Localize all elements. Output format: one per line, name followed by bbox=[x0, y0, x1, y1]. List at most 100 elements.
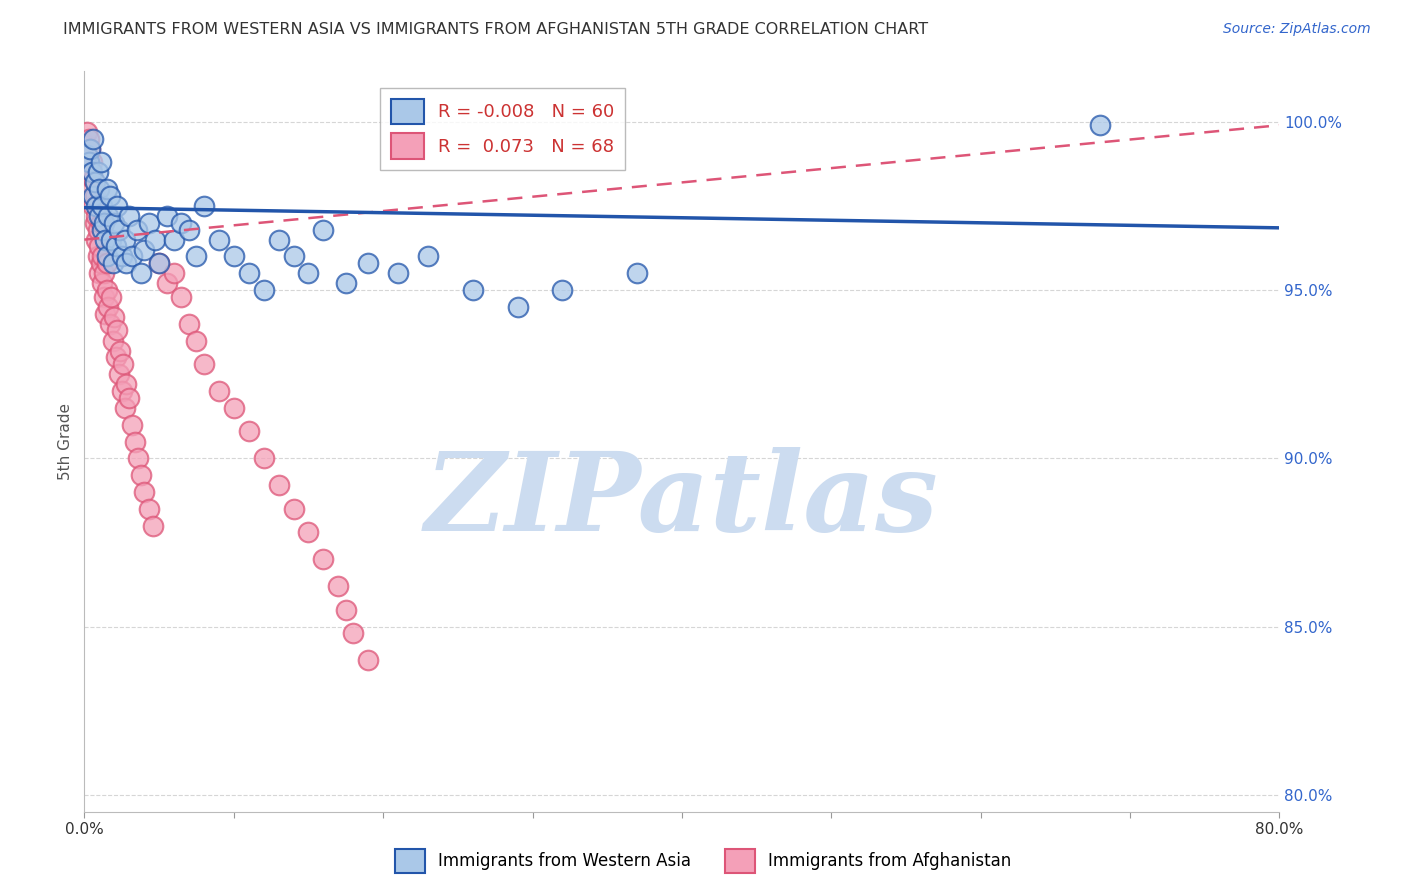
Point bbox=[626, 266, 648, 280]
Point bbox=[79, 165, 101, 179]
Point bbox=[132, 243, 156, 257]
Point bbox=[170, 216, 193, 230]
Point bbox=[170, 290, 193, 304]
Point bbox=[186, 249, 208, 263]
Point bbox=[77, 155, 100, 169]
Point bbox=[79, 142, 101, 156]
Point bbox=[90, 256, 112, 270]
Point bbox=[107, 368, 129, 382]
Point bbox=[193, 357, 215, 371]
Point bbox=[132, 485, 156, 500]
Point bbox=[283, 249, 305, 263]
Point bbox=[101, 256, 124, 270]
Point bbox=[86, 199, 108, 213]
Text: Source: ZipAtlas.com: Source: ZipAtlas.com bbox=[1223, 22, 1371, 37]
Point bbox=[1090, 118, 1112, 132]
Point bbox=[138, 501, 160, 516]
Point bbox=[82, 199, 104, 213]
Point bbox=[238, 266, 260, 280]
Point bbox=[93, 216, 115, 230]
Point bbox=[177, 222, 200, 236]
Point bbox=[94, 307, 117, 321]
Point bbox=[100, 233, 122, 247]
Point bbox=[75, 138, 97, 153]
Point bbox=[90, 155, 112, 169]
Point bbox=[77, 131, 100, 145]
Point bbox=[121, 249, 143, 263]
Point bbox=[97, 300, 120, 314]
Point bbox=[357, 256, 380, 270]
Point bbox=[89, 209, 111, 223]
Point bbox=[103, 216, 125, 230]
Point bbox=[101, 334, 124, 348]
Point bbox=[98, 189, 121, 203]
Point bbox=[93, 290, 115, 304]
Point bbox=[87, 222, 110, 236]
Point bbox=[76, 125, 98, 139]
Point bbox=[163, 233, 186, 247]
Point bbox=[93, 266, 115, 280]
Point bbox=[551, 283, 574, 297]
Point bbox=[387, 266, 409, 280]
Point bbox=[79, 142, 101, 156]
Point bbox=[118, 391, 141, 405]
Point bbox=[253, 451, 276, 466]
Point bbox=[83, 189, 105, 203]
Point bbox=[121, 417, 143, 432]
Point bbox=[297, 525, 319, 540]
Point bbox=[208, 233, 231, 247]
Point bbox=[90, 216, 112, 230]
Point bbox=[91, 277, 114, 291]
Point bbox=[312, 552, 335, 566]
Point bbox=[222, 401, 245, 415]
Point bbox=[283, 501, 305, 516]
Point bbox=[82, 131, 104, 145]
Point bbox=[104, 351, 127, 365]
Y-axis label: 5th Grade: 5th Grade bbox=[58, 403, 73, 480]
Point bbox=[94, 233, 117, 247]
Point bbox=[89, 182, 111, 196]
Point bbox=[335, 277, 357, 291]
Point bbox=[148, 256, 170, 270]
Point bbox=[107, 222, 129, 236]
Point bbox=[267, 478, 290, 492]
Point bbox=[177, 317, 200, 331]
Point bbox=[461, 283, 484, 297]
Point bbox=[342, 626, 364, 640]
Point bbox=[111, 384, 134, 398]
Point bbox=[96, 249, 118, 263]
Point bbox=[155, 209, 177, 223]
Point bbox=[76, 148, 98, 162]
Point bbox=[163, 266, 186, 280]
Legend: Immigrants from Western Asia, Immigrants from Afghanistan: Immigrants from Western Asia, Immigrants… bbox=[388, 842, 1018, 880]
Point bbox=[114, 233, 136, 247]
Point bbox=[267, 233, 290, 247]
Point bbox=[506, 300, 529, 314]
Point bbox=[112, 357, 135, 371]
Point bbox=[138, 216, 160, 230]
Text: ZIPatlas: ZIPatlas bbox=[425, 447, 939, 555]
Point bbox=[416, 249, 439, 263]
Point bbox=[193, 199, 215, 213]
Point bbox=[114, 401, 136, 415]
Point bbox=[297, 266, 319, 280]
Point bbox=[186, 334, 208, 348]
Point bbox=[253, 283, 276, 297]
Point bbox=[96, 283, 118, 297]
Point bbox=[129, 266, 152, 280]
Point bbox=[86, 209, 108, 223]
Point bbox=[91, 199, 114, 213]
Point bbox=[155, 277, 177, 291]
Point bbox=[148, 256, 170, 270]
Point bbox=[86, 233, 108, 247]
Point bbox=[82, 189, 104, 203]
Point bbox=[312, 222, 335, 236]
Point bbox=[89, 239, 111, 253]
Point bbox=[103, 310, 125, 324]
Point bbox=[142, 518, 165, 533]
Point bbox=[91, 222, 114, 236]
Point bbox=[97, 209, 120, 223]
Point bbox=[80, 155, 103, 169]
Point bbox=[115, 256, 138, 270]
Point bbox=[96, 256, 118, 270]
